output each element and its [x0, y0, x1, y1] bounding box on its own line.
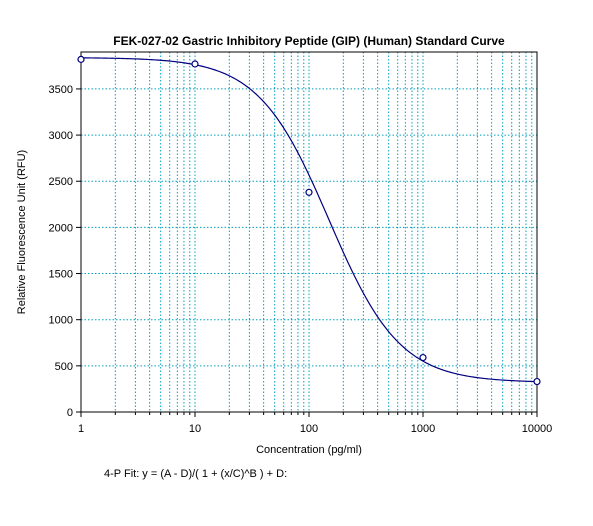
data-point [77, 55, 85, 63]
y-axis-label: Relative Fluorescence Unit (RFU) [16, 150, 28, 314]
y-tick-label: 3500 [49, 84, 73, 96]
fit-curve-layer [80, 57, 538, 383]
data-points-layer [77, 55, 541, 386]
fit-equation-note: 4-P Fit: y = (A - D)/( 1 + (x/C)^B ) + D… [104, 468, 287, 480]
x-axis-ticks: 1 10 100 1000 10000 [78, 412, 552, 435]
x-tick-label: 10 [189, 423, 201, 435]
x-axis-label: Concentration (pg/ml) [256, 444, 362, 456]
x-tick-label: 10000 [522, 423, 553, 435]
chart-title: FEK-027-02 Gastric Inhibitory Peptide (G… [113, 34, 505, 48]
data-point [191, 60, 199, 68]
x-tick-label: 100 [300, 423, 318, 435]
grid-lines [81, 52, 537, 412]
y-tick-label: 0 [67, 407, 73, 419]
data-point [533, 377, 541, 386]
data-point [305, 188, 313, 196]
y-tick-label: 1500 [49, 269, 73, 281]
y-tick-label: 2000 [49, 222, 73, 234]
data-point [419, 353, 427, 362]
fit-curve-line [80, 57, 538, 383]
x-tick-label: 1000 [411, 423, 435, 435]
y-tick-label: 1000 [49, 315, 73, 327]
y-tick-label: 500 [55, 361, 73, 373]
y-tick-label: 2500 [49, 176, 73, 188]
x-tick-label: 1 [78, 423, 84, 435]
y-axis-ticks: 0 500 1000 1500 2000 2500 3000 3500 [49, 84, 81, 419]
y-tick-label: 3000 [49, 130, 73, 142]
